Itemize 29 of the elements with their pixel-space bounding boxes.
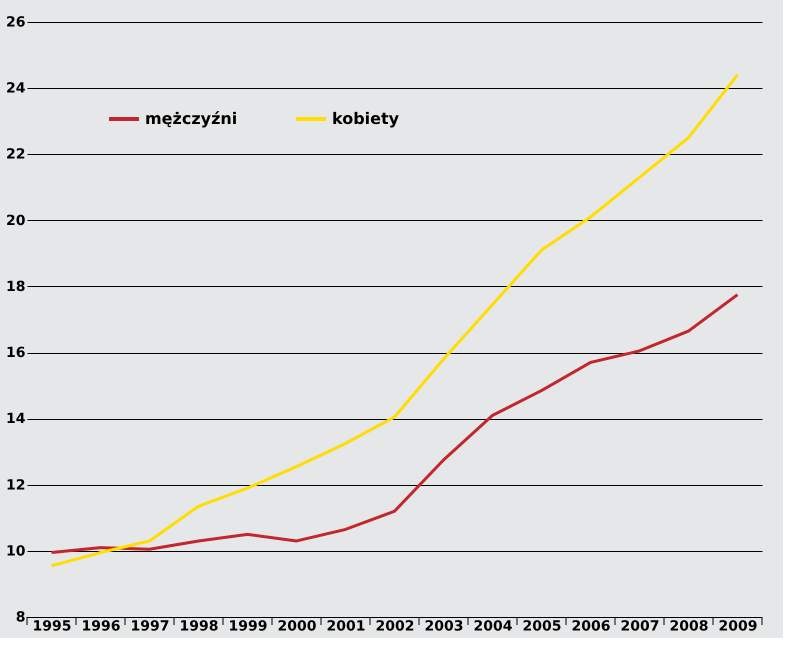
y-tick-label: 12 xyxy=(6,477,26,494)
x-tick-label: 2004 xyxy=(474,618,513,634)
legend-label: mężczyźni xyxy=(145,109,238,128)
x-tick-label: 2003 xyxy=(424,618,464,634)
y-tick-label: 14 xyxy=(6,411,26,428)
y-tick-label: 24 xyxy=(6,80,26,97)
y-tick-label: 16 xyxy=(6,345,26,362)
x-tick-label: 2008 xyxy=(670,618,708,634)
x-tick-label: 2000 xyxy=(278,618,317,634)
x-tick-label: 2009 xyxy=(718,618,758,634)
x-tick-label: 1997 xyxy=(130,618,170,634)
y-tick-label: 20 xyxy=(6,212,26,229)
y-tick-label: 18 xyxy=(6,278,26,295)
x-tick-label: 1999 xyxy=(228,618,268,634)
y-tick-label: 22 xyxy=(6,146,26,163)
x-tick-label: 2007 xyxy=(620,618,660,634)
y-tick-label: 26 xyxy=(6,14,26,30)
line-series xyxy=(50,73,739,568)
x-tick-label: 2006 xyxy=(572,618,610,634)
x-tick-label: 1995 xyxy=(32,618,72,634)
line-series xyxy=(50,293,739,554)
x-tick-label: 2002 xyxy=(376,618,414,634)
x-tick-label: 1998 xyxy=(180,618,218,634)
x-tick-label: 2001 xyxy=(326,618,366,634)
x-tick-label: 2005 xyxy=(522,618,562,634)
y-tick-label: 8 xyxy=(16,610,26,626)
y-tick-label: 10 xyxy=(6,543,26,560)
x-tick-label: 1996 xyxy=(82,618,120,634)
legend-label: kobiety xyxy=(332,109,400,128)
